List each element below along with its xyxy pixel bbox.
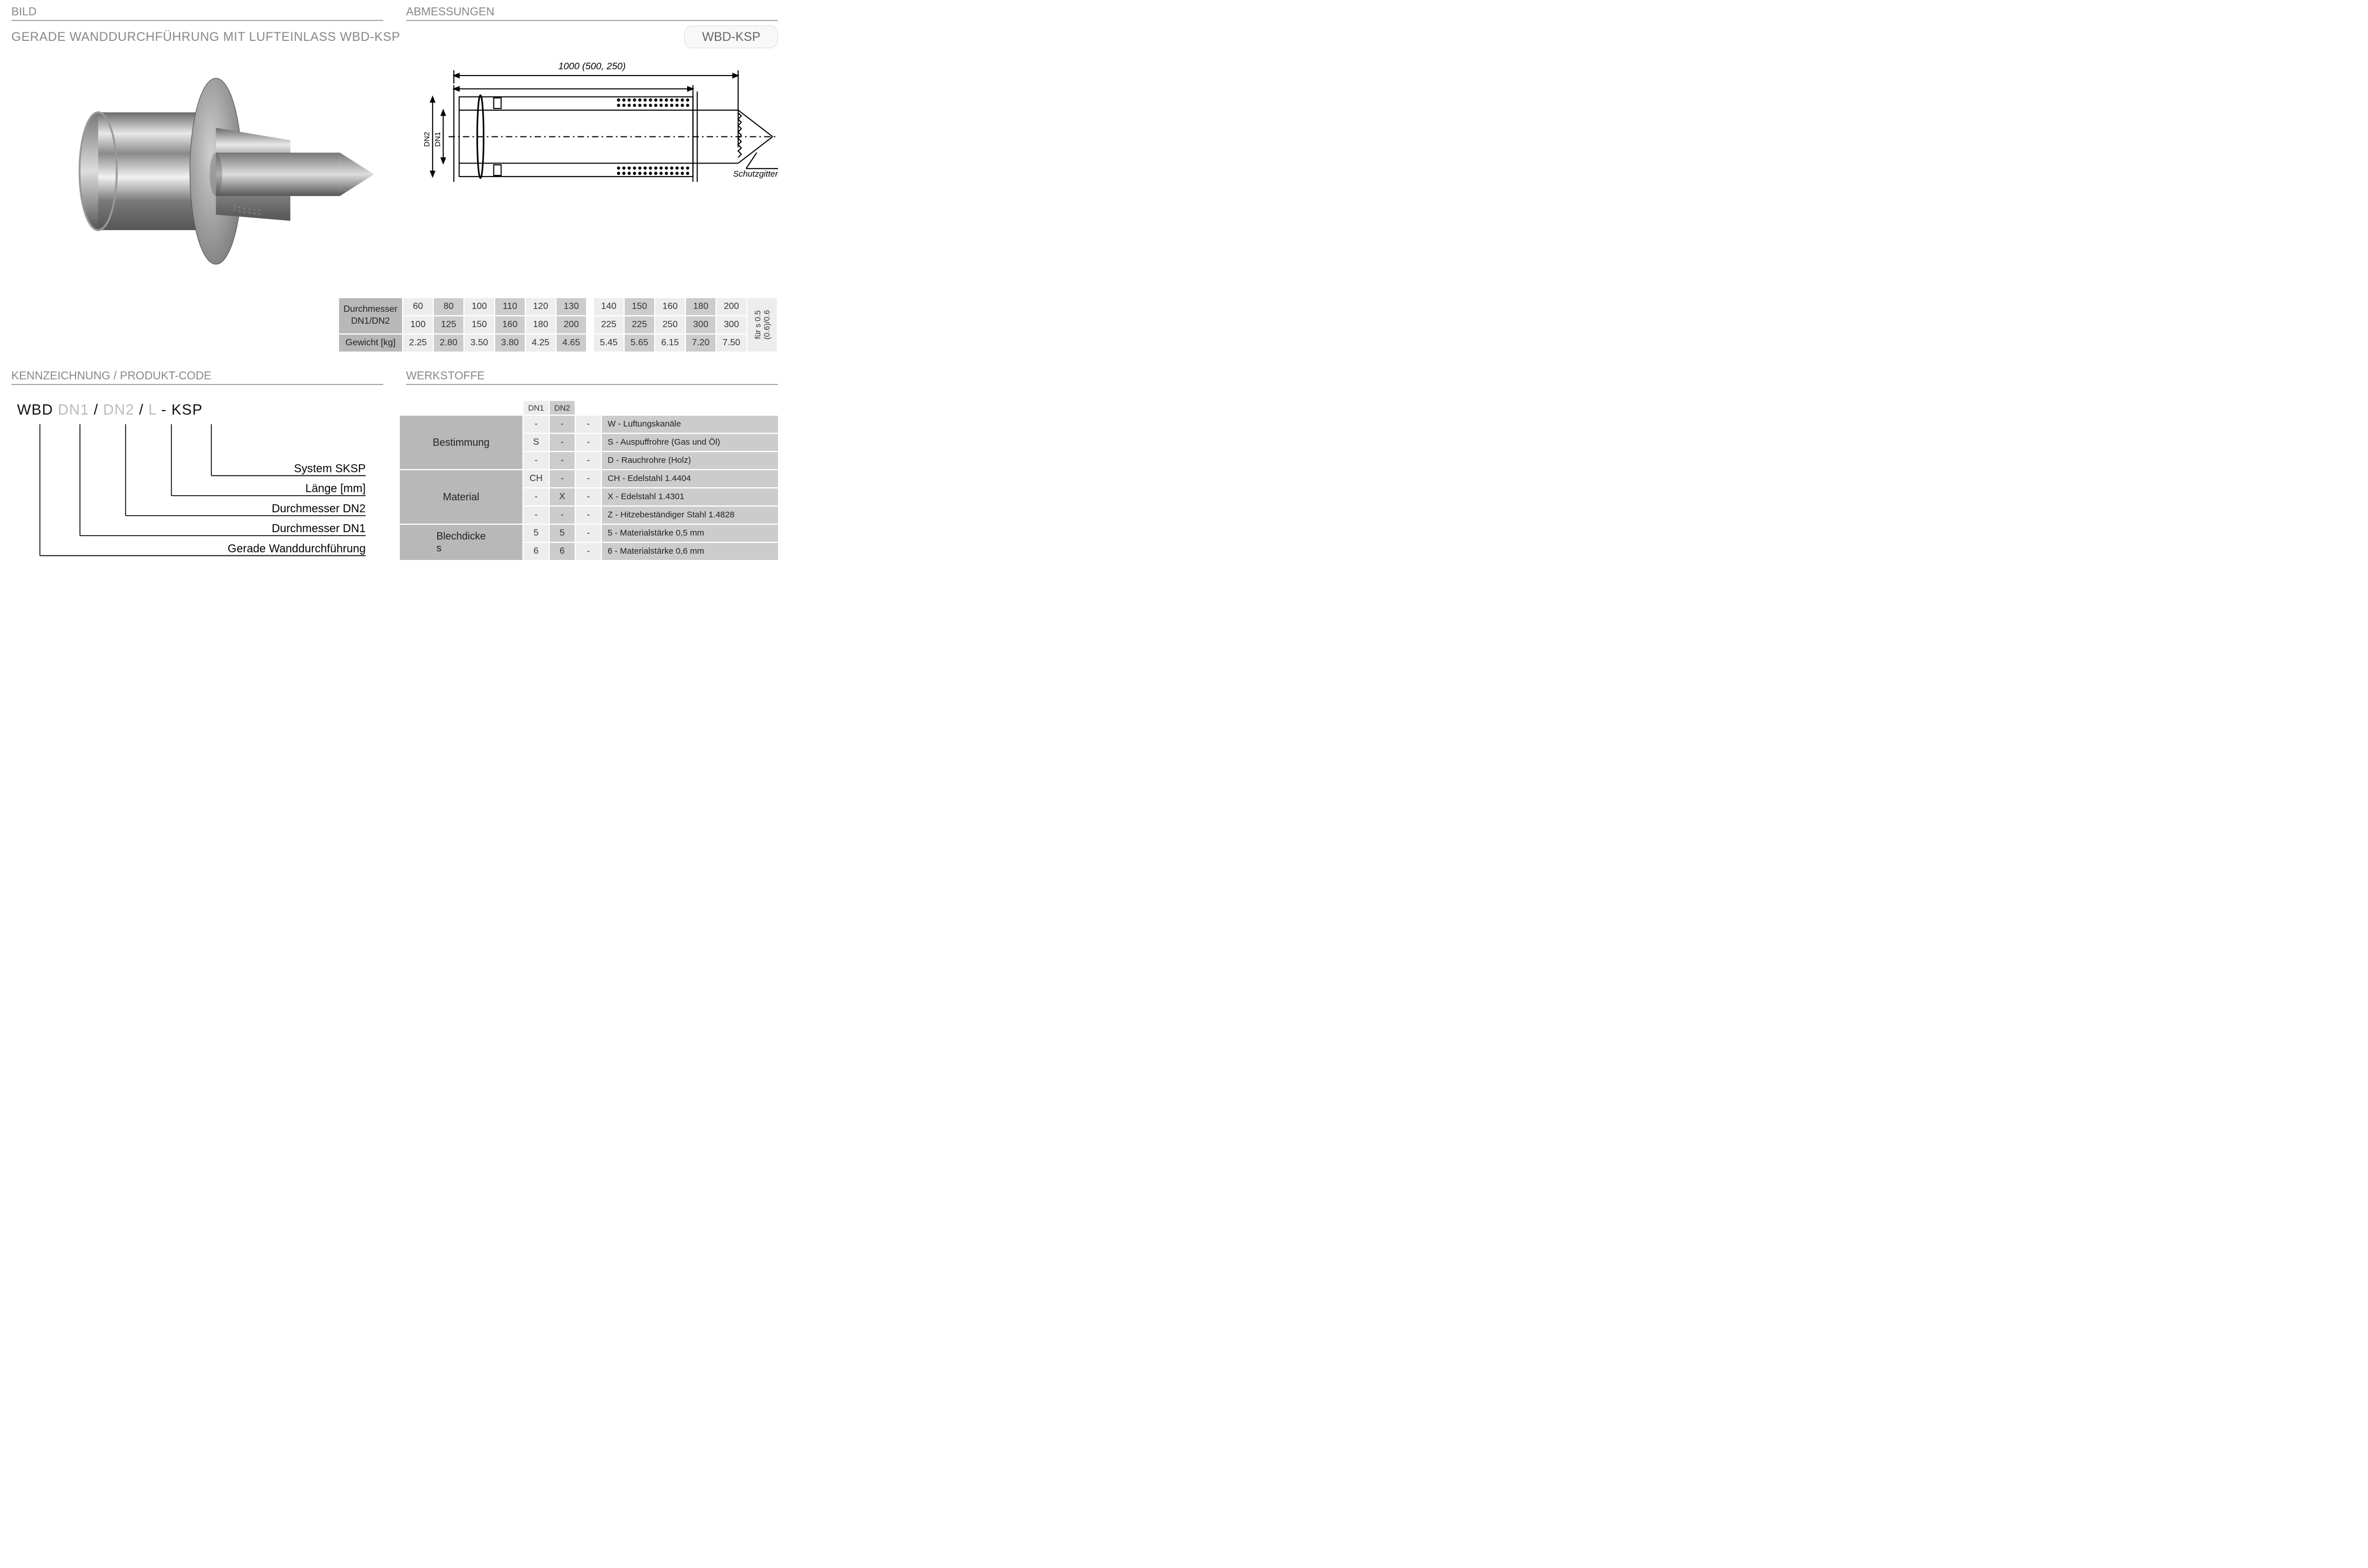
svg-text:DN1: DN1 [433, 132, 442, 147]
header-abmessungen: ABMESSUNGEN [406, 6, 778, 21]
svg-text:Schutzgitter: Schutzgitter [733, 169, 778, 179]
page-title: GERADE WANDDURCHFÜHRUNG MIT LUFTEINLASS … [11, 30, 400, 44]
svg-text:DN2: DN2 [422, 132, 431, 147]
header-bild: BILD [11, 6, 383, 21]
product-badge: WBD-KSP [684, 26, 778, 48]
materials-table: DN1DN2Bestimmung---W - LuftungskanäleS--… [400, 390, 778, 573]
technical-drawing: 1000 (500, 250) DN1 DN2 Schutzgitter [406, 60, 778, 286]
svg-text:System SKSP: System SKSP [294, 463, 366, 475]
header-kennzeichnung: KENNZEICHNUNG / PRODUKT-CODE [11, 370, 383, 385]
svg-text:Länge [mm]: Länge [mm] [306, 483, 366, 495]
product-render [11, 60, 383, 286]
svg-text:Gerade Wanddurchführung: Gerade Wanddurchführung [228, 542, 366, 555]
svg-text:Durchmesser DN2: Durchmesser DN2 [271, 503, 365, 515]
svg-text:Durchmesser DN1: Durchmesser DN1 [271, 522, 365, 535]
product-code-diagram: WBD DN1 / DN2 / L - KSP System SKSP Läng… [11, 390, 377, 573]
header-werkstoffe: WERKSTOFFE [406, 370, 778, 385]
dimension-table: DurchmesserDN1/DN26080100110120130140150… [11, 297, 778, 353]
svg-text:1000 (500, 250): 1000 (500, 250) [558, 61, 626, 72]
